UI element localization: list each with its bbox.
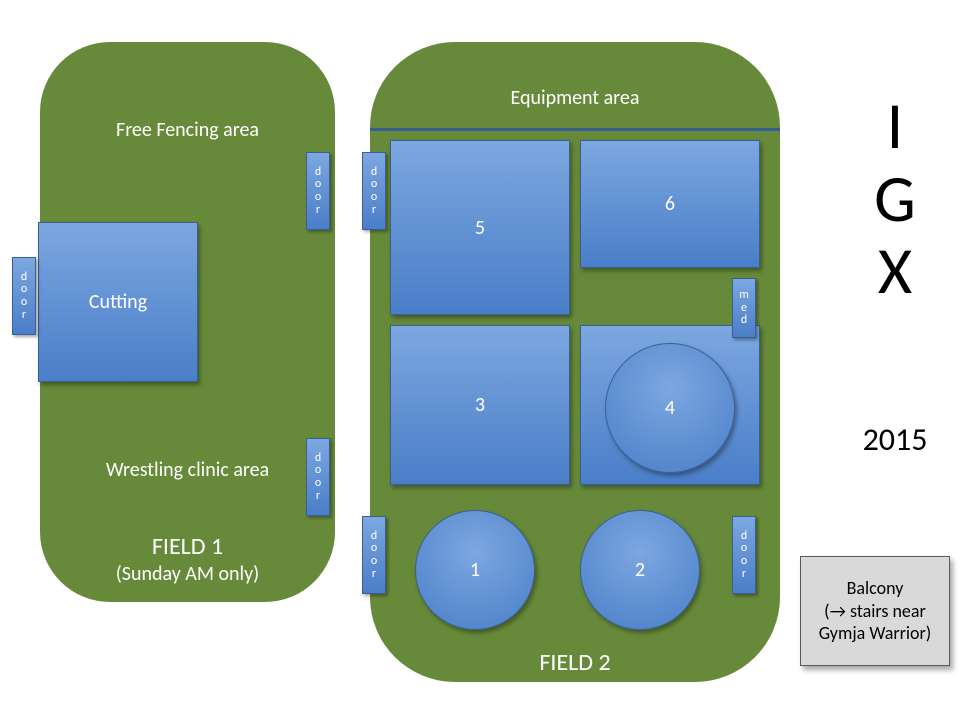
field1-mid-label: Wrestling clinic area	[40, 458, 335, 482]
field2-divider	[370, 128, 780, 131]
door-label: d o o r	[371, 530, 377, 580]
station-2-label: 2	[635, 558, 645, 582]
station-1-label: 1	[470, 558, 480, 582]
door-f2-top-left: d o o r	[362, 152, 386, 230]
cutting-label: Cutting	[89, 290, 147, 314]
station-1: 1	[415, 510, 535, 630]
field2-name: FIELD 2	[370, 648, 780, 677]
station-4-circle: 4	[605, 343, 735, 473]
door-label: d o o r	[21, 271, 27, 321]
station-5: 5	[390, 140, 570, 315]
station-5-label: 5	[475, 216, 485, 240]
station-4-label: 4	[665, 396, 675, 420]
cutting-box: Cutting	[38, 222, 198, 382]
field1-name: FIELD 1	[40, 532, 335, 561]
door-label: d o o r	[315, 166, 321, 216]
door-f1-left: d o o r	[12, 257, 36, 335]
station-6-label: 6	[665, 192, 675, 216]
door-label: d o o r	[741, 530, 747, 580]
door-label: d o o r	[371, 166, 377, 216]
field1-top-label: Free Fencing area	[40, 118, 335, 142]
door-f2-bot-right: d o o r	[732, 516, 756, 594]
door-f2-bot-left: d o o r	[362, 516, 386, 594]
title-igx: I G X	[850, 90, 940, 308]
door-f1-bot-right: d o o r	[306, 438, 330, 516]
field1-sub: (Sunday AM only)	[40, 562, 335, 586]
title-year: 2015	[840, 420, 950, 459]
station-3-label: 3	[475, 393, 485, 417]
field2-equipment-label: Equipment area	[370, 86, 780, 110]
door-label: d o o r	[315, 452, 321, 502]
balcony-line1: Balcony	[847, 577, 904, 599]
station-3: 3	[390, 325, 570, 485]
med-label: m e d	[739, 289, 749, 327]
balcony-box: Balcony (→ stairs near Gymja Warrior)	[800, 556, 950, 666]
med-box: m e d	[732, 278, 756, 338]
station-6: 6	[580, 140, 760, 268]
door-f1-top-right: d o o r	[306, 152, 330, 230]
station-2: 2	[580, 510, 700, 630]
balcony-line3: Gymja Warrior)	[819, 622, 932, 644]
diagram-stage: Free Fencing area Cutting Wrestling clin…	[0, 0, 960, 720]
balcony-line2: (→ stairs near	[824, 600, 926, 622]
